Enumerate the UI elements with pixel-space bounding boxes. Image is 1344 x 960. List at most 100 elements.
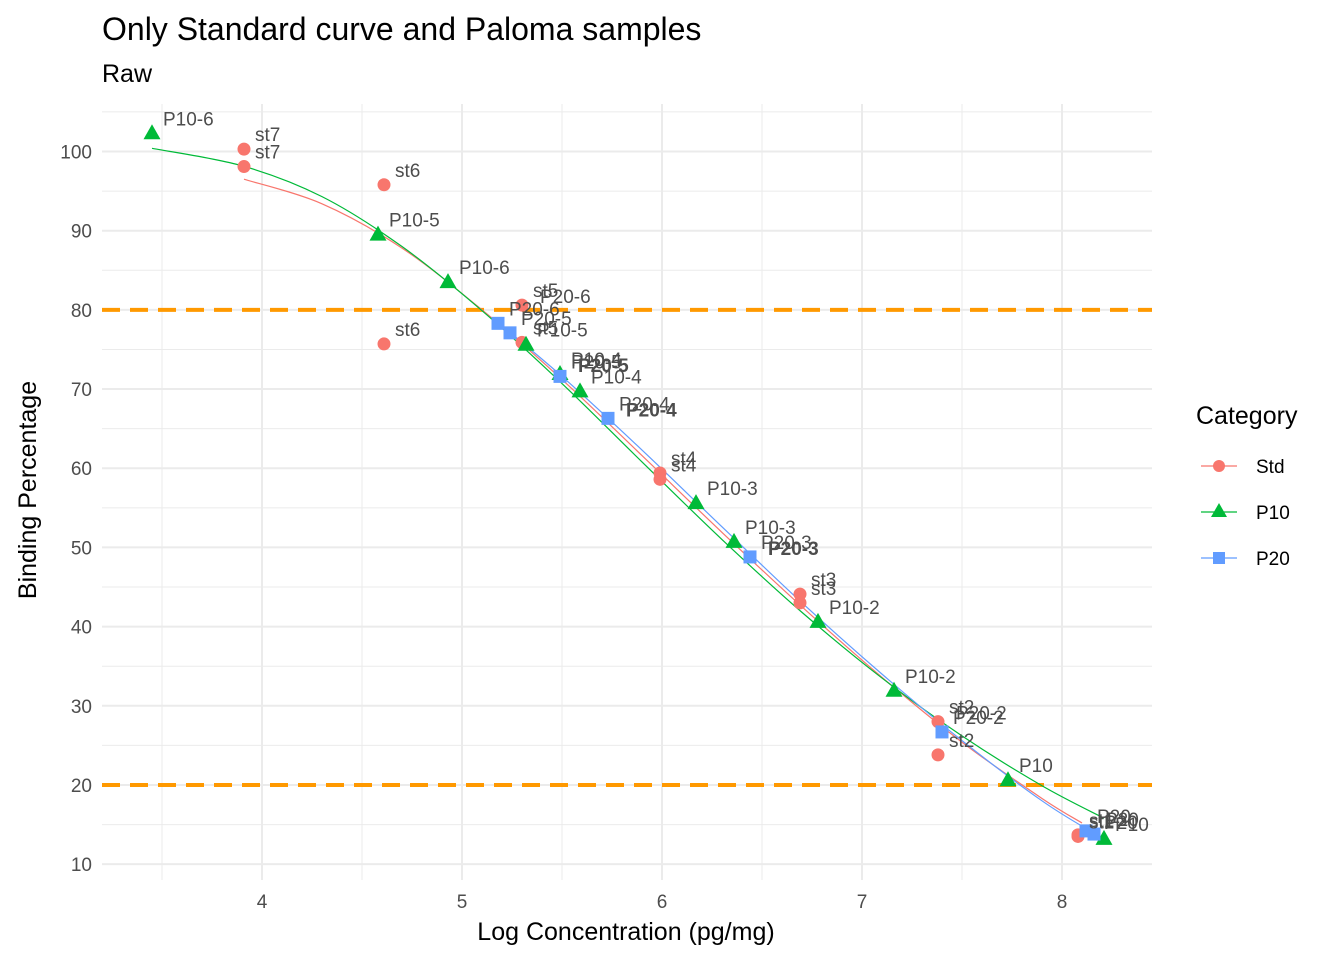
legend-item-std: Std	[1201, 457, 1285, 478]
point-p10	[517, 335, 535, 351]
point-label: st3	[811, 579, 836, 600]
y-tick-label: 70	[71, 380, 92, 401]
point-label: st3	[811, 570, 836, 591]
x-axis-ticks: 4 5 6 7 8	[257, 892, 1068, 913]
point-p20	[553, 369, 567, 383]
x-tick-label: 4	[257, 892, 268, 913]
point-label: st4	[671, 455, 697, 476]
point-label: P10-2	[905, 667, 956, 688]
point-label: P20-5	[578, 356, 629, 377]
point-label: P10	[1019, 756, 1053, 777]
point-labels: st7st7st6st6st5st5st4st4st3st3st2st2st1s…	[163, 109, 1149, 836]
point-label: st4	[671, 449, 697, 470]
legend-label-std: Std	[1256, 457, 1285, 478]
point-p10	[439, 273, 457, 289]
point-p10	[809, 612, 827, 628]
point-label: P20-6	[509, 299, 560, 320]
point-p10	[1095, 829, 1113, 845]
chart-title: Only Standard curve and Paloma samples	[102, 11, 701, 47]
data-points	[143, 124, 1113, 845]
point-label: st5	[533, 318, 558, 339]
point-p10	[571, 382, 589, 398]
y-axis-ticks: 10 20 30 40 50 60 70 80 90 100	[60, 143, 92, 877]
point-std	[931, 748, 945, 762]
reference-lines	[102, 307, 1152, 787]
legend-title: Category	[1196, 402, 1298, 430]
point-label: P10	[1115, 815, 1149, 836]
point-p10	[369, 225, 387, 241]
point-std	[515, 298, 529, 312]
x-axis-title: Log Concentration (pg/mg)	[477, 918, 774, 946]
point-label: P20-4	[619, 394, 670, 415]
point-label: P20	[1105, 810, 1139, 831]
point-p20	[935, 725, 949, 739]
point-label: P10-4	[571, 350, 622, 371]
point-label: P20-2	[953, 708, 1004, 729]
fit-curve-p20	[497, 322, 1095, 834]
point-p20	[1087, 827, 1101, 841]
point-label: st1	[1089, 812, 1114, 833]
point-label: P20-6	[540, 287, 591, 308]
y-tick-label: 30	[71, 697, 92, 718]
y-tick-label: 50	[71, 538, 92, 559]
point-label: st6	[395, 320, 420, 341]
point-label: P20-3	[761, 533, 812, 554]
legend: Category Std P10 P20	[1196, 402, 1298, 570]
legend-item-p20: P20	[1201, 549, 1290, 570]
point-std	[793, 596, 807, 610]
x-tick-label: 7	[857, 892, 868, 913]
point-p10	[143, 124, 161, 140]
y-tick-label: 100	[60, 143, 92, 164]
point-label: P10-5	[389, 211, 440, 232]
legend-label-p10: P10	[1256, 503, 1290, 524]
point-label: P10-3	[745, 518, 796, 539]
point-std	[237, 160, 251, 174]
point-std	[931, 715, 945, 729]
point-p20	[503, 326, 517, 340]
point-label: P10-3	[707, 479, 758, 500]
chart-subtitle: Raw	[102, 60, 153, 88]
point-label: st7	[255, 125, 280, 146]
point-label: P20-5	[521, 309, 572, 330]
point-label: st6	[395, 161, 420, 182]
point-p20	[491, 316, 505, 330]
point-p20	[601, 411, 615, 425]
point-label: st5	[533, 281, 558, 302]
point-label: P10-6	[459, 258, 510, 279]
point-label: st2	[949, 698, 974, 719]
point-label: st1	[1089, 811, 1114, 832]
fit-curve-p10	[151, 147, 1105, 819]
y-tick-label: 90	[71, 222, 92, 243]
grid	[102, 104, 1152, 880]
point-p10	[725, 532, 743, 548]
point-std	[237, 142, 251, 156]
x-tick-label: 6	[657, 892, 668, 913]
legend-label-p20: P20	[1256, 549, 1290, 570]
point-label: P20-3	[768, 539, 819, 560]
y-tick-label: 20	[71, 776, 92, 797]
y-tick-label: 80	[71, 301, 92, 322]
x-tick-label: 8	[1057, 892, 1068, 913]
point-p10	[885, 681, 903, 697]
x-tick-label: 5	[457, 892, 468, 913]
point-label: P10-5	[537, 321, 588, 342]
y-tick-label: 10	[71, 855, 92, 876]
fit-curve-std	[243, 178, 1083, 824]
point-label: P10-6	[163, 109, 214, 130]
point-p20	[743, 550, 757, 564]
point-p10	[999, 771, 1017, 787]
y-axis-title: Binding Percentage	[14, 381, 42, 599]
point-label: P20-5	[571, 352, 622, 373]
y-tick-label: 40	[71, 618, 92, 639]
point-p10	[687, 494, 705, 510]
y-tick-label: 60	[71, 459, 92, 480]
point-label: P20	[1104, 813, 1138, 834]
legend-item-p10: P10	[1201, 503, 1290, 524]
point-label: P20	[1097, 807, 1131, 828]
point-std	[377, 337, 391, 351]
point-label: P10-4	[591, 367, 642, 388]
point-label: P20-2	[956, 704, 1007, 725]
point-label: P20-4	[626, 400, 677, 421]
point-label: st2	[949, 731, 974, 752]
